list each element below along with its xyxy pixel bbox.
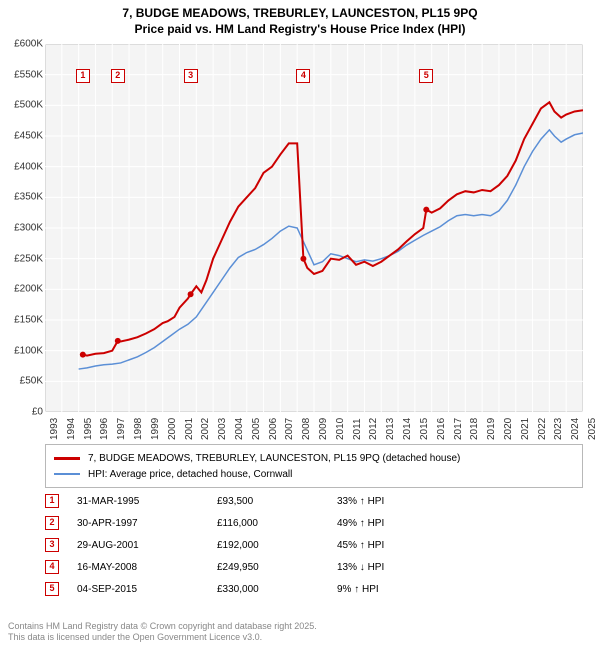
table-row: 1 31-MAR-1995£93,50033% ↑ HPI (45, 490, 583, 512)
plot-svg (45, 44, 583, 412)
legend: 7, BUDGE MEADOWS, TREBURLEY, LAUNCESTON,… (45, 444, 583, 488)
x-tick-label: 2006 (268, 418, 279, 440)
sale-date: 31-MAR-1995 (77, 496, 217, 507)
sale-delta: 13% ↓ HPI (337, 562, 457, 573)
y-tick-label: £500K (14, 100, 43, 111)
y-tick-label: £300K (14, 223, 43, 234)
x-tick-label: 2011 (352, 418, 363, 440)
x-tick-label: 2002 (200, 418, 211, 440)
x-tick-label: 2022 (537, 418, 548, 440)
sale-price: £116,000 (217, 518, 337, 529)
legend-swatch (54, 473, 80, 475)
x-tick-label: 2016 (436, 418, 447, 440)
x-tick-label: 2023 (553, 418, 564, 440)
x-tick-label: 2012 (368, 418, 379, 440)
table-row: 2 30-APR-1997£116,00049% ↑ HPI (45, 512, 583, 534)
x-tick-label: 1993 (49, 418, 60, 440)
x-tick-label: 2009 (318, 418, 329, 440)
x-tick-label: 2010 (335, 418, 346, 440)
y-tick-label: £150K (14, 315, 43, 326)
sale-delta: 45% ↑ HPI (337, 540, 457, 551)
y-tick-label: £200K (14, 284, 43, 295)
sale-marker: 3 (184, 69, 198, 83)
sale-delta: 33% ↑ HPI (337, 496, 457, 507)
x-tick-label: 2017 (453, 418, 464, 440)
x-tick-label: 1998 (133, 418, 144, 440)
y-tick-label: £250K (14, 253, 43, 264)
table-row: 4 16-MAY-2008£249,95013% ↓ HPI (45, 556, 583, 578)
legend-swatch (54, 457, 80, 460)
table-row: 3 29-AUG-2001£192,00045% ↑ HPI (45, 534, 583, 556)
sale-number-box: 5 (45, 582, 59, 596)
y-tick-label: £550K (14, 69, 43, 80)
sale-number-box: 2 (45, 516, 59, 530)
chart-title: 7, BUDGE MEADOWS, TREBURLEY, LAUNCESTON,… (0, 0, 600, 37)
sale-price: £249,950 (217, 562, 337, 573)
sale-delta: 9% ↑ HPI (337, 584, 457, 595)
sale-marker: 2 (111, 69, 125, 83)
x-tick-label: 2013 (385, 418, 396, 440)
sale-marker: 4 (296, 69, 310, 83)
footer-attribution: Contains HM Land Registry data © Crown c… (8, 621, 317, 644)
y-tick-label: £350K (14, 192, 43, 203)
chart-container: 7, BUDGE MEADOWS, TREBURLEY, LAUNCESTON,… (0, 0, 600, 650)
x-tick-label: 2021 (520, 418, 531, 440)
y-tick-label: £400K (14, 161, 43, 172)
y-tick-label: £100K (14, 345, 43, 356)
sale-date: 30-APR-1997 (77, 518, 217, 529)
x-tick-label: 2000 (167, 418, 178, 440)
x-tick-label: 2014 (402, 418, 413, 440)
sale-date: 29-AUG-2001 (77, 540, 217, 551)
x-tick-label: 1999 (150, 418, 161, 440)
x-tick-label: 2024 (570, 418, 581, 440)
x-tick-label: 2025 (587, 418, 598, 440)
sale-marker: 1 (76, 69, 90, 83)
chart-plot-area (45, 44, 583, 412)
y-tick-label: £0 (32, 407, 43, 418)
sale-date: 04-SEP-2015 (77, 584, 217, 595)
x-tick-label: 2003 (217, 418, 228, 440)
x-tick-label: 2020 (503, 418, 514, 440)
legend-label: 7, BUDGE MEADOWS, TREBURLEY, LAUNCESTON,… (88, 453, 460, 464)
x-tick-label: 2015 (419, 418, 430, 440)
x-tick-label: 2004 (234, 418, 245, 440)
sale-number-box: 3 (45, 538, 59, 552)
sale-price: £93,500 (217, 496, 337, 507)
x-tick-label: 2008 (301, 418, 312, 440)
x-tick-label: 1994 (66, 418, 77, 440)
title-line-1: 7, BUDGE MEADOWS, TREBURLEY, LAUNCESTON,… (0, 6, 600, 22)
legend-row: HPI: Average price, detached house, Corn… (54, 466, 574, 482)
footer-line-2: This data is licensed under the Open Gov… (8, 632, 317, 644)
sales-table: 1 31-MAR-1995£93,50033% ↑ HPI 2 30-APR-1997… (45, 490, 583, 600)
sale-delta: 49% ↑ HPI (337, 518, 457, 529)
title-line-2: Price paid vs. HM Land Registry's House … (0, 22, 600, 38)
x-tick-label: 1995 (83, 418, 94, 440)
x-tick-label: 2018 (469, 418, 480, 440)
legend-row: 7, BUDGE MEADOWS, TREBURLEY, LAUNCESTON,… (54, 450, 574, 466)
sale-number-box: 4 (45, 560, 59, 574)
x-tick-label: 2019 (486, 418, 497, 440)
x-tick-label: 2005 (251, 418, 262, 440)
y-tick-label: £450K (14, 131, 43, 142)
sale-number-box: 1 (45, 494, 59, 508)
sale-marker: 5 (419, 69, 433, 83)
x-tick-label: 1996 (99, 418, 110, 440)
sale-date: 16-MAY-2008 (77, 562, 217, 573)
x-tick-label: 2007 (284, 418, 295, 440)
sale-price: £330,000 (217, 584, 337, 595)
sale-price: £192,000 (217, 540, 337, 551)
footer-line-1: Contains HM Land Registry data © Crown c… (8, 621, 317, 633)
y-tick-label: £600K (14, 39, 43, 50)
x-tick-label: 2001 (184, 418, 195, 440)
x-tick-label: 1997 (116, 418, 127, 440)
y-tick-label: £50K (20, 376, 43, 387)
table-row: 5 04-SEP-2015£330,0009% ↑ HPI (45, 578, 583, 600)
legend-label: HPI: Average price, detached house, Corn… (88, 469, 292, 480)
